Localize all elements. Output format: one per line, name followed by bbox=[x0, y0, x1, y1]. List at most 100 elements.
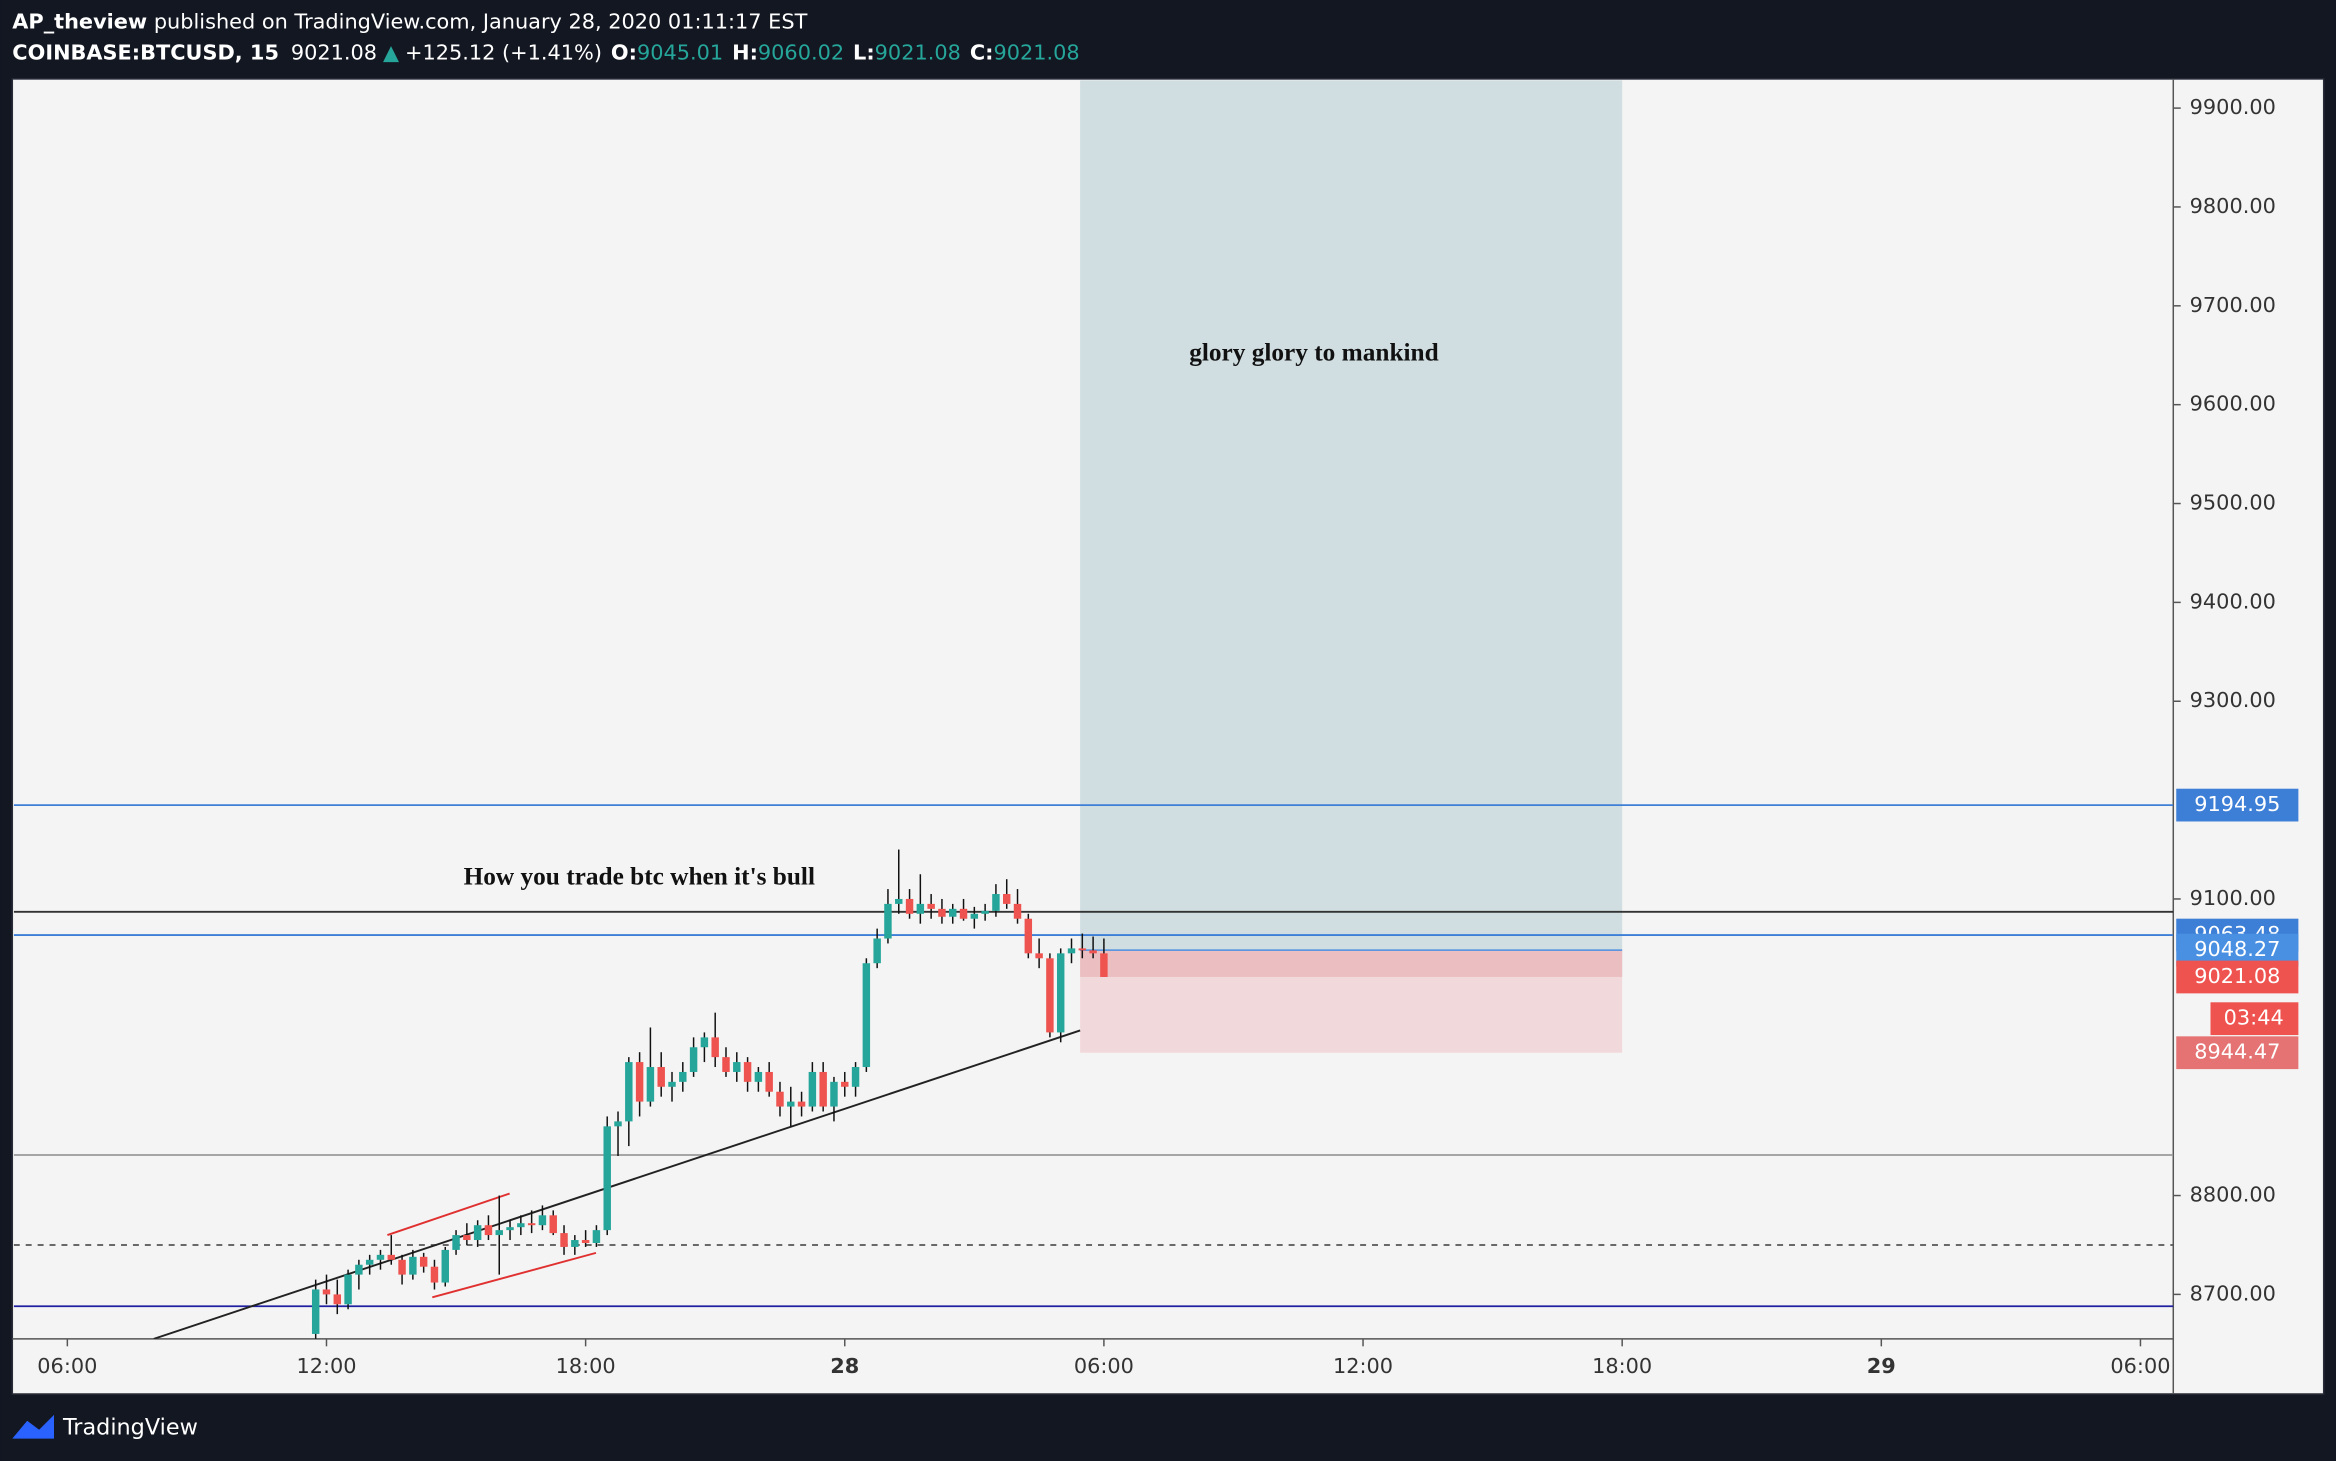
candle-body bbox=[473, 1225, 482, 1241]
candle-body bbox=[711, 1037, 719, 1058]
price-label: 9194.95 bbox=[2194, 792, 2280, 816]
candle-body bbox=[409, 1256, 417, 1275]
candle-body bbox=[344, 1274, 352, 1305]
y-tick-label: 9400.00 bbox=[2190, 589, 2276, 613]
candle-body bbox=[592, 1230, 601, 1243]
ohlc-key: O: bbox=[611, 41, 637, 65]
last-price: 9021.08 bbox=[291, 41, 377, 65]
candle-body bbox=[916, 903, 925, 914]
candle-body bbox=[1089, 950, 1097, 954]
y-tick-label: 9600.00 bbox=[2190, 392, 2276, 416]
candle-body bbox=[452, 1235, 460, 1250]
candle-body bbox=[614, 1121, 622, 1127]
countdown: 03:44 bbox=[2224, 1006, 2284, 1030]
candle-body bbox=[959, 908, 968, 919]
candle-body bbox=[754, 1071, 763, 1082]
candle-body bbox=[722, 1057, 730, 1072]
x-tick-label: 06:00 bbox=[1074, 1354, 1134, 1378]
candle-body bbox=[365, 1259, 374, 1265]
candle-body bbox=[1035, 953, 1043, 959]
price-label-box bbox=[2176, 960, 2299, 994]
candle-body bbox=[322, 1289, 331, 1295]
candle-body bbox=[430, 1266, 439, 1283]
symbol: COINBASE:BTCUSD, 15 bbox=[12, 41, 279, 65]
trend-line bbox=[387, 1192, 510, 1236]
target-zone bbox=[1080, 80, 1623, 951]
candle-body bbox=[679, 1071, 687, 1082]
candle-body bbox=[571, 1240, 579, 1247]
candle-body bbox=[743, 1062, 752, 1082]
candle-body bbox=[765, 1071, 773, 1092]
candle-body bbox=[549, 1215, 557, 1234]
candle-body bbox=[463, 1235, 471, 1241]
published: published on TradingView.com, January 28… bbox=[147, 9, 807, 33]
candle-body bbox=[927, 903, 935, 909]
candle-body bbox=[398, 1259, 406, 1275]
open-loss-zone bbox=[1080, 950, 1623, 977]
candle-body bbox=[419, 1256, 428, 1267]
candle-body bbox=[776, 1091, 784, 1107]
candle-body bbox=[603, 1126, 611, 1231]
x-tick-label: 12:00 bbox=[1333, 1354, 1393, 1378]
candle-body bbox=[355, 1264, 363, 1275]
candle-body bbox=[700, 1037, 709, 1048]
candle-body bbox=[495, 1230, 503, 1236]
candle-body bbox=[949, 908, 957, 917]
candle-body bbox=[895, 898, 903, 904]
candle-body bbox=[851, 1067, 860, 1087]
price-label-box bbox=[2176, 1036, 2299, 1070]
candle-body bbox=[657, 1067, 665, 1087]
price-label: 9048.27 bbox=[2194, 937, 2280, 961]
candle-body bbox=[905, 898, 914, 914]
x-tick-label: 28 bbox=[830, 1354, 859, 1378]
symbol-line: COINBASE:BTCUSD, 15 9021.08 ▲ +125.12 (+1.4… bbox=[12, 41, 1079, 65]
candle-body bbox=[884, 903, 892, 939]
footer-logo: TradingView bbox=[12, 1415, 198, 1441]
candle-body bbox=[938, 908, 946, 917]
candle-body bbox=[1056, 953, 1065, 1033]
ohlc-value: 9021.08 bbox=[993, 41, 1079, 65]
candle-body bbox=[311, 1289, 320, 1334]
candle-body bbox=[841, 1081, 849, 1087]
candle-body bbox=[873, 938, 881, 964]
x-tick-label: 06:00 bbox=[37, 1354, 97, 1378]
candle-body bbox=[517, 1223, 525, 1228]
ohlc-key: H: bbox=[732, 41, 758, 65]
countdown-box bbox=[2210, 1002, 2299, 1036]
candle-body bbox=[862, 963, 871, 1068]
candle-body bbox=[560, 1233, 568, 1247]
price-label: 8944.47 bbox=[2194, 1040, 2280, 1064]
candle-body bbox=[830, 1081, 838, 1107]
ohlc-value: 9021.08 bbox=[875, 41, 961, 65]
plot: How you trade btc when it's bull glory gl… bbox=[13, 80, 2174, 1339]
ohlc-key: C: bbox=[970, 41, 994, 65]
y-tick-label: 9800.00 bbox=[2190, 194, 2276, 218]
candle-body bbox=[484, 1225, 493, 1236]
y-tick-label: 8700.00 bbox=[2190, 1281, 2276, 1305]
price-label: 9021.08 bbox=[2194, 964, 2280, 988]
candle-body bbox=[787, 1101, 795, 1107]
x-tick-label: 18:00 bbox=[1592, 1354, 1652, 1378]
trend-line bbox=[432, 1251, 597, 1299]
candle-body bbox=[538, 1215, 547, 1226]
y-tick-label: 9500.00 bbox=[2190, 491, 2276, 515]
annotation: How you trade btc when it's bull bbox=[464, 862, 815, 890]
candle-body bbox=[506, 1227, 514, 1231]
candle-body bbox=[1078, 948, 1087, 951]
x-tick-label: 12:00 bbox=[296, 1354, 356, 1378]
y-tick-label: 9700.00 bbox=[2190, 293, 2276, 317]
candle-body bbox=[376, 1254, 385, 1260]
x-tick-label: 06:00 bbox=[2110, 1354, 2170, 1378]
publish-line: AP_theview published on TradingView.com,… bbox=[12, 9, 807, 33]
price-label-box bbox=[2176, 788, 2299, 822]
ohlc-key: L: bbox=[853, 41, 875, 65]
candle-body bbox=[689, 1047, 698, 1072]
candle-body bbox=[797, 1101, 806, 1107]
candle-body bbox=[625, 1062, 633, 1122]
change: +125.12 (+1.41%) bbox=[405, 41, 602, 65]
candle-body bbox=[635, 1062, 644, 1102]
candle-body bbox=[1046, 958, 1054, 1033]
y-tick-label: 9100.00 bbox=[2190, 886, 2276, 910]
candle-body bbox=[733, 1062, 741, 1072]
